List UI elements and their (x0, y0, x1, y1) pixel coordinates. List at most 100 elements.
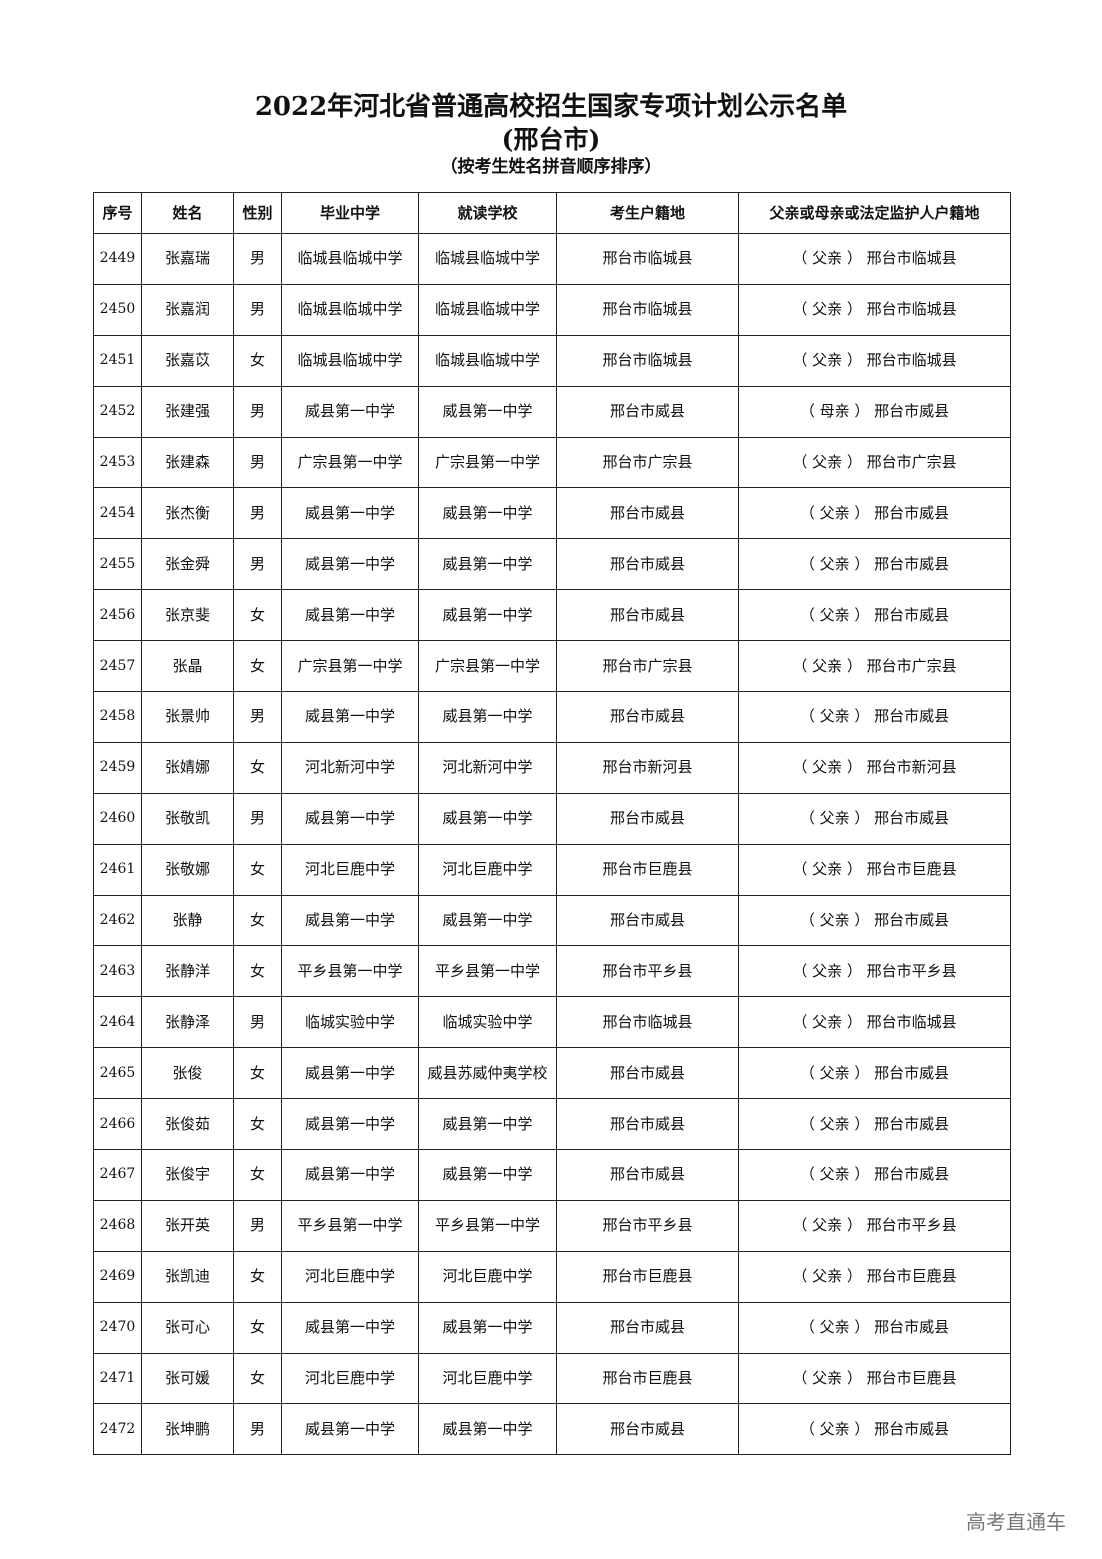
cell-no: 2472 (93, 1403, 142, 1456)
cell-student-hukou: 邢台市威县 (556, 1403, 739, 1456)
cell-name: 张可心 (141, 1301, 234, 1354)
cell-graduation-school: 威县第一中学 (281, 691, 419, 743)
cell-name: 张晶 (141, 640, 234, 693)
cell-guardian-hukou: （ 父亲 ） 邢台市临城县 (738, 996, 1011, 1049)
cell-gender: 女 (233, 334, 282, 387)
cell-name: 张凯迪 (141, 1250, 234, 1303)
cell-graduation-school: 广宗县第一中学 (281, 640, 419, 693)
cell-gender: 男 (233, 436, 282, 489)
cell-graduation-school: 平乡县第一中学 (281, 1199, 419, 1252)
cell-student-hukou: 邢台市威县 (556, 792, 739, 845)
cell-guardian-hukou: （ 父亲 ） 邢台市威县 (738, 691, 1011, 743)
cell-no: 2461 (93, 843, 142, 896)
cell-guardian-hukou: （ 父亲 ） 邢台市威县 (738, 1149, 1011, 1201)
cell-no: 2460 (93, 792, 142, 845)
cell-student-hukou: 邢台市临城县 (556, 283, 739, 336)
cell-guardian-hukou: （ 父亲 ） 邢台市威县 (738, 538, 1011, 591)
cell-gender: 女 (233, 894, 282, 947)
cell-gender: 女 (233, 640, 282, 693)
cell-graduation-school: 河北巨鹿中学 (281, 843, 419, 896)
sort-note: （按考生姓名拼音顺序排序） (440, 157, 662, 177)
roster-table: 序号 姓名 性别 毕业中学 就读学校 考生户籍地 父亲或母亲或法定监护人户籍地 … (93, 192, 1011, 1456)
cell-gender: 男 (233, 1199, 282, 1252)
cell-graduation-school: 威县第一中学 (281, 385, 419, 438)
cell-no: 2465 (93, 1047, 142, 1100)
cell-gender: 男 (233, 283, 282, 336)
cell-current-school: 广宗县第一中学 (418, 436, 557, 489)
cell-current-school: 临城县临城中学 (418, 283, 557, 336)
cell-guardian-hukou: （ 父亲 ） 邢台市威县 (738, 589, 1011, 642)
cell-guardian-hukou: （ 父亲 ） 邢台市新河县 (738, 741, 1011, 794)
cell-graduation-school: 威县第一中学 (281, 1301, 419, 1354)
cell-guardian-hukou: （ 父亲 ） 邢台市巨鹿县 (738, 1250, 1011, 1303)
cell-gender: 女 (233, 945, 282, 998)
cell-name: 张京斐 (141, 589, 234, 642)
cell-guardian-hukou: （ 父亲 ） 邢台市临城县 (738, 334, 1011, 387)
cell-name: 张俊 (141, 1047, 234, 1100)
cell-no: 2468 (93, 1199, 142, 1252)
header-gender: 性别 (233, 192, 282, 234)
cell-graduation-school: 临城县临城中学 (281, 233, 419, 285)
cell-no: 2471 (93, 1352, 142, 1405)
table-row: 2464 张静泽男临城实验中学 临城实验中学 邢台市临城县（ 父亲 ） 邢台市临城县 (93, 996, 1011, 1049)
cell-gender: 女 (233, 589, 282, 642)
cell-student-hukou: 邢台市威县 (556, 1149, 739, 1201)
cell-gender: 女 (233, 1250, 282, 1303)
cell-current-school: 威县第一中学 (418, 1098, 557, 1151)
cell-name: 张静 (141, 894, 234, 947)
cell-guardian-hukou: （ 父亲 ） 邢台市临城县 (738, 233, 1011, 285)
cell-graduation-school: 威县第一中学 (281, 1047, 419, 1100)
cell-no: 2467 (93, 1149, 142, 1201)
cell-no: 2464 (93, 996, 142, 1049)
cell-gender: 男 (233, 487, 282, 540)
cell-graduation-school: 威县第一中学 (281, 894, 419, 947)
cell-gender: 男 (233, 792, 282, 845)
cell-student-hukou: 邢台市临城县 (556, 996, 739, 1049)
cell-graduation-school: 威县第一中学 (281, 1149, 419, 1201)
table-row: 2462 张静女威县第一中学 威县第一中学 邢台市威县（ 父亲 ） 邢台市威县 (93, 894, 1011, 947)
table-row: 2465 张俊女威县第一中学 威县苏威仲夷学校 邢台市威县（ 父亲 ） 邢台市威县 (93, 1047, 1011, 1100)
cell-guardian-hukou: （ 父亲 ） 邢台市威县 (738, 1047, 1011, 1100)
cell-name: 张嘉瑞 (141, 233, 234, 285)
cell-graduation-school: 河北巨鹿中学 (281, 1352, 419, 1405)
cell-gender: 男 (233, 996, 282, 1049)
cell-gender: 男 (233, 385, 282, 438)
cell-guardian-hukou: （ 父亲 ） 邢台市临城县 (738, 283, 1011, 336)
cell-no: 2452 (93, 385, 142, 438)
cell-no: 2462 (93, 894, 142, 947)
cell-guardian-hukou: （ 父亲 ） 邢台市威县 (738, 1098, 1011, 1151)
cell-student-hukou: 邢台市新河县 (556, 741, 739, 794)
table-row: 2459 张婧娜女河北新河中学 河北新河中学 邢台市新河县（ 父亲 ） 邢台市新河县 (93, 741, 1011, 794)
table-row: 2457 张晶女广宗县第一中学 广宗县第一中学 邢台市广宗县（ 父亲 ） 邢台市广宗县 (93, 640, 1011, 693)
cell-student-hukou: 邢台市平乡县 (556, 945, 739, 998)
table-row: 2449 张嘉瑞男临城县临城中学 临城县临城中学 邢台市临城县（ 父亲 ） 邢台市临城… (93, 233, 1011, 285)
cell-graduation-school: 威县第一中学 (281, 1098, 419, 1151)
cell-current-school: 威县苏威仲夷学校 (418, 1047, 557, 1100)
cell-guardian-hukou: （ 父亲 ） 邢台市威县 (738, 487, 1011, 540)
cell-graduation-school: 河北巨鹿中学 (281, 1250, 419, 1303)
cell-current-school: 临城县临城中学 (418, 233, 557, 285)
cell-current-school: 威县第一中学 (418, 538, 557, 591)
cell-graduation-school: 临城县临城中学 (281, 283, 419, 336)
table-row: 2470 张可心女威县第一中学 威县第一中学 邢台市威县（ 父亲 ） 邢台市威县 (93, 1301, 1011, 1354)
cell-guardian-hukou: （ 父亲 ） 邢台市威县 (738, 894, 1011, 947)
cell-student-hukou: 邢台市威县 (556, 691, 739, 743)
cell-guardian-hukou: （ 父亲 ） 邢台市广宗县 (738, 436, 1011, 489)
cell-current-school: 威县第一中学 (418, 385, 557, 438)
table-row: 2454 张杰衡男威县第一中学 威县第一中学 邢台市威县（ 父亲 ） 邢台市威县 (93, 487, 1011, 540)
cell-no: 2455 (93, 538, 142, 591)
cell-gender: 女 (233, 1352, 282, 1405)
cell-student-hukou: 邢台市威县 (556, 538, 739, 591)
cell-name: 张建强 (141, 385, 234, 438)
header-name: 姓名 (141, 192, 234, 234)
cell-student-hukou: 邢台市威县 (556, 487, 739, 540)
cell-no: 2457 (93, 640, 142, 693)
cell-current-school: 河北巨鹿中学 (418, 1352, 557, 1405)
document-title: 2022年河北省普通高校招生国家专项计划公示名单 (254, 92, 848, 122)
cell-current-school: 河北新河中学 (418, 741, 557, 794)
cell-student-hukou: 邢台市巨鹿县 (556, 1250, 739, 1303)
cell-graduation-school: 威县第一中学 (281, 792, 419, 845)
cell-student-hukou: 邢台市平乡县 (556, 1199, 739, 1252)
header-guardian-hukou: 父亲或母亲或法定监护人户籍地 (738, 192, 1011, 234)
cell-gender: 女 (233, 843, 282, 896)
